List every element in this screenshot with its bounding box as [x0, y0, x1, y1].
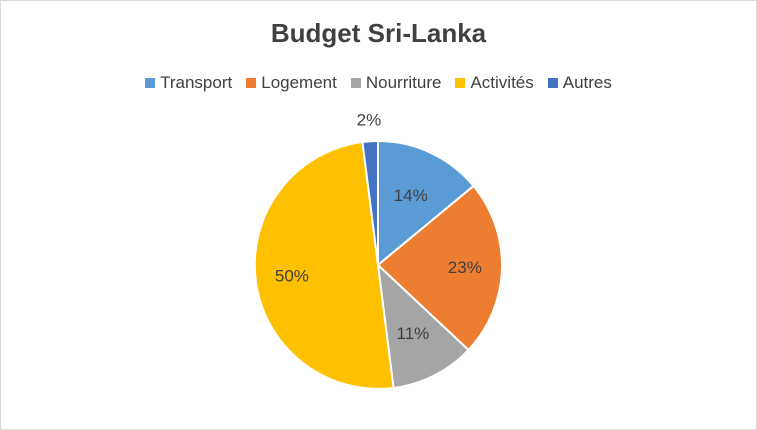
pie-slice-autres [361, 139, 379, 266]
legend-label-nourriture: Nourriture [365, 73, 442, 92]
pie-slice-logement [376, 184, 503, 352]
data-label-autres: 2% [357, 111, 382, 130]
legend-swatch-logement [246, 78, 257, 88]
legend-label-logement: Logement [261, 73, 337, 92]
legend-label-activites: Activités [470, 73, 534, 92]
legend-swatch-transport [145, 78, 156, 88]
data-label-activites: 50% [275, 266, 309, 285]
pie-slice-nourriture [376, 262, 470, 390]
data-label-logement: 23% [448, 258, 482, 277]
legend-entry-transport: Transport [145, 73, 232, 93]
legend: Transport Logement Nourriture Activités … [1, 73, 756, 93]
pie-slice-activites [253, 140, 395, 390]
legend-entry-activites: Activités [455, 73, 534, 93]
legend-entry-nourriture: Nourriture [350, 73, 442, 93]
legend-swatch-autres [547, 78, 558, 88]
legend-entry-autres: Autres [547, 73, 612, 93]
chart-title: Budget Sri-Lanka [270, 18, 487, 48]
pie-slice-transport [377, 139, 475, 268]
legend-swatch-activites [455, 78, 466, 88]
data-label-nourriture: 11% [397, 324, 430, 343]
legend-swatch-nourriture [350, 78, 361, 88]
legend-label-transport: Transport [160, 73, 233, 92]
legend-label-autres: Autres [562, 73, 612, 92]
data-label-transport: 14% [394, 186, 428, 205]
legend-entry-logement: Logement [246, 73, 337, 93]
